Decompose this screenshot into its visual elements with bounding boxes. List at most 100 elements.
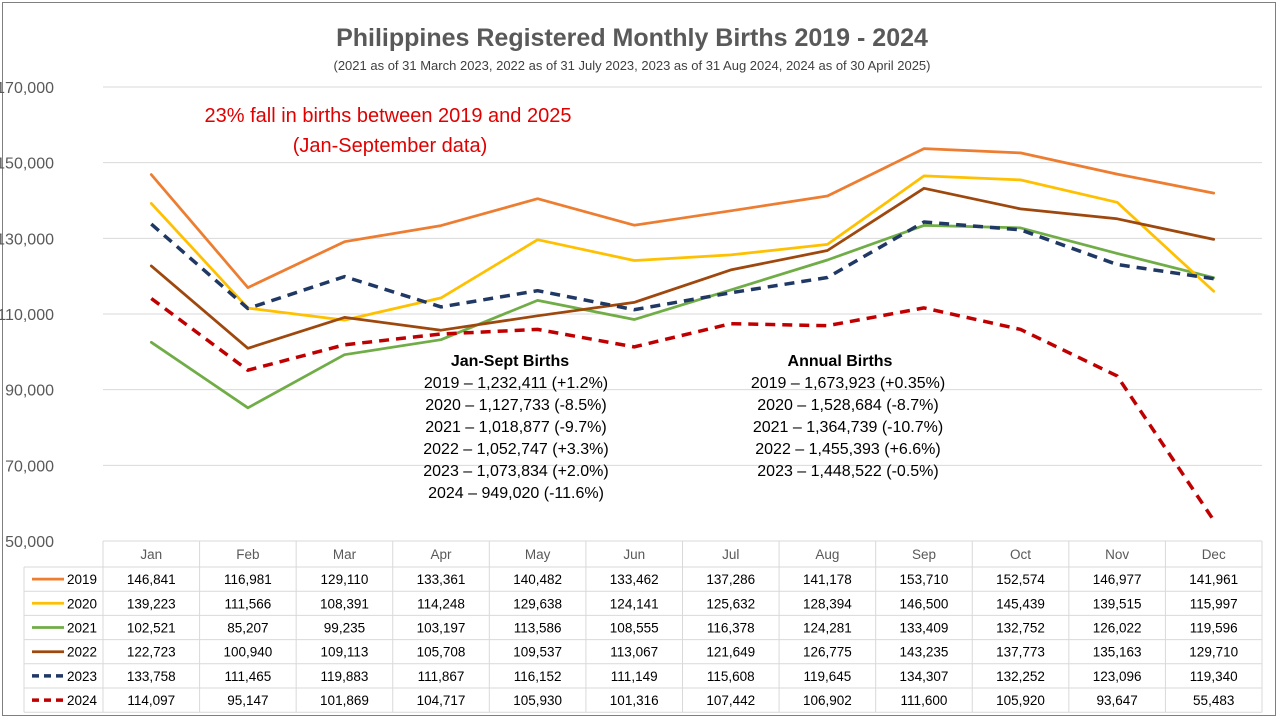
- table-header-jan: Jan: [140, 547, 162, 562]
- stats-line: 2021 – 1,018,877 (-9.7%): [425, 419, 606, 436]
- table-cell: 119,340: [1190, 669, 1238, 684]
- y-tick-label: 50,000: [5, 534, 54, 551]
- table-header-aug: Aug: [815, 547, 839, 562]
- stats-line: 2022 – 1,052,747 (+3.3%): [423, 441, 608, 458]
- annotation-line-1: 23% fall in births between 2019 and 2025: [205, 105, 572, 127]
- table-cell: 146,500: [900, 596, 949, 611]
- table-cell: 111,867: [418, 669, 465, 684]
- annotation: 23% fall in births between 2019 and 2025…: [205, 105, 572, 157]
- table-cell: 109,537: [513, 645, 562, 660]
- table-cell: 100,940: [223, 645, 272, 660]
- series-line-2019: [149, 147, 1216, 289]
- table-cell: 55,483: [1193, 693, 1234, 708]
- table-cell: 119,596: [1190, 621, 1238, 636]
- table-header-oct: Oct: [1010, 547, 1031, 562]
- table-cell: 106,902: [803, 693, 852, 708]
- table-cell: 140,482: [513, 572, 562, 587]
- series-lines: [149, 147, 1216, 522]
- stats-heading: Jan-Sept Births: [451, 353, 569, 370]
- legend-label-2024: 2024: [67, 693, 98, 708]
- table-cell: 101,869: [320, 693, 369, 708]
- stats-heading: Annual Births: [788, 353, 893, 370]
- table-cell: 107,442: [706, 693, 755, 708]
- table-cell: 113,586: [514, 621, 562, 636]
- table-cell: 101,316: [610, 693, 659, 708]
- table-cell: 141,961: [1189, 572, 1238, 587]
- series-line-2024: [150, 297, 1216, 522]
- stats-line: 2020 – 1,528,684 (-8.7%): [757, 397, 938, 414]
- table-cell: 115,997: [1190, 596, 1238, 611]
- table-cell: 124,281: [803, 621, 852, 636]
- y-tick-label: 70,000: [5, 458, 54, 475]
- chart-subtitle: (2021 as of 31 March 2023, 2022 as of 31…: [334, 58, 931, 73]
- table-cell: 85,207: [227, 621, 268, 636]
- table-cell: 124,141: [610, 596, 659, 611]
- table-cell: 103,197: [417, 621, 466, 636]
- stats-line: 2023 – 1,073,834 (+2.0%): [423, 463, 608, 480]
- table-cell: 123,096: [1093, 669, 1142, 684]
- table-cell: 116,152: [514, 669, 562, 684]
- table-cell: 105,708: [417, 645, 466, 660]
- table-cell: 93,647: [1096, 693, 1137, 708]
- y-tick-label: 90,000: [5, 383, 54, 400]
- table-cell: 133,758: [127, 669, 176, 684]
- series-line-2021: [149, 224, 1216, 410]
- table-cell: 116,378: [707, 621, 755, 636]
- table-cell: 115,608: [707, 669, 755, 684]
- table-cell: 114,097: [127, 693, 175, 708]
- table-cell: 129,110: [321, 572, 369, 587]
- table-cell: 129,710: [1189, 645, 1238, 660]
- legend-label-2022: 2022: [67, 645, 97, 660]
- table-header-nov: Nov: [1105, 547, 1129, 562]
- table-cell: 133,462: [610, 572, 659, 587]
- table-cell: 139,515: [1093, 596, 1142, 611]
- table-cell: 146,977: [1093, 572, 1142, 587]
- table-cell: 133,361: [417, 572, 466, 587]
- table-header-feb: Feb: [236, 547, 259, 562]
- table-cell: 111,149: [611, 669, 658, 684]
- table-cell: 108,555: [610, 621, 659, 636]
- table-cell: 128,394: [803, 596, 852, 611]
- table-header-may: May: [525, 547, 551, 562]
- stats-line: 2022 – 1,455,393 (+6.6%): [755, 441, 940, 458]
- table-cell: 135,163: [1093, 645, 1142, 660]
- stats-line: 2019 – 1,232,411 (+1.2%): [424, 375, 608, 392]
- table-cell: 105,920: [996, 693, 1045, 708]
- table-cell: 113,067: [610, 645, 658, 660]
- legend-label-2019: 2019: [67, 572, 97, 587]
- table-cell: 108,391: [320, 596, 369, 611]
- table-cell: 137,286: [706, 572, 755, 587]
- series-line-2020: [149, 174, 1216, 322]
- table-header-mar: Mar: [333, 547, 357, 562]
- table-cell: 133,409: [900, 621, 949, 636]
- stats-line: 2023 – 1,448,522 (-0.5%): [757, 463, 938, 480]
- data-table: Jan Feb Mar Apr May Jun Jul Aug Sep Oct Nov Dec 2019…: [23, 540, 1263, 713]
- table-cell: 134,307: [900, 669, 949, 684]
- legend-label-2020: 2020: [67, 596, 97, 611]
- table-cell: 145,439: [996, 596, 1045, 611]
- table-cell: 119,883: [321, 669, 369, 684]
- table-cell: 95,147: [227, 693, 268, 708]
- y-axis-ticks: 50,000 70,000 90,000 110,000 130,000 150,000 1…: [0, 80, 54, 551]
- table-cell: 104,717: [417, 693, 466, 708]
- table-cell: 143,235: [900, 645, 949, 660]
- legend-label-2021: 2021: [67, 621, 97, 636]
- table-cell: 122,723: [127, 645, 176, 660]
- stats-line: 2019 – 1,673,923 (+0.35%): [751, 375, 945, 392]
- series-line-2023: [150, 220, 1214, 312]
- table-cell: 111,566: [224, 596, 271, 611]
- table-cell: 132,752: [996, 621, 1045, 636]
- table-cell: 126,022: [1093, 621, 1142, 636]
- table-cell: 121,649: [706, 645, 755, 660]
- table-cell: 99,235: [324, 621, 365, 636]
- stats-line: 2020 – 1,127,733 (-8.5%): [425, 397, 606, 414]
- table-header-dec: Dec: [1202, 547, 1226, 562]
- table-header-sep: Sep: [912, 547, 936, 562]
- y-tick-label: 170,000: [0, 80, 54, 97]
- table-cell: 153,710: [900, 572, 949, 587]
- table-cell: 126,775: [803, 645, 852, 660]
- chart-title: Philippines Registered Monthly Births 20…: [336, 24, 928, 52]
- y-tick-label: 110,000: [0, 307, 54, 324]
